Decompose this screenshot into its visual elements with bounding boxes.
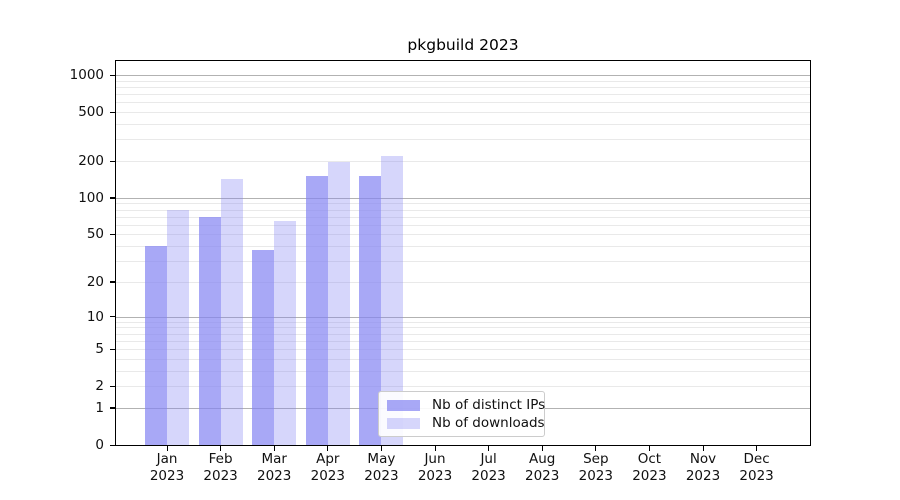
legend: Nb of distinct IPs Nb of downloads [378,391,545,437]
legend-label-downloads: Nb of downloads [432,415,545,431]
legend-item-downloads: Nb of downloads [387,415,545,431]
y-tick-label: 1 [95,399,104,416]
y-tick-mark [110,348,116,350]
bar-downloads [274,220,297,445]
y-tick-label: 20 [86,273,104,290]
y-tick-label: 2 [95,378,104,395]
minor-gridline [116,94,810,96]
minor-gridline [116,234,810,236]
minor-gridline [116,161,810,163]
minor-gridline [116,246,810,248]
x-tick-mark [166,445,168,451]
minor-gridline [116,112,810,114]
y-tick-mark [110,281,116,283]
y-tick-label: 500 [78,104,104,121]
x-tick-mark [434,445,436,451]
x-tick-label: Mar 2023 [257,451,292,484]
chart-title: pkgbuild 2023 [407,36,519,54]
y-tick-label: 50 [86,226,104,243]
legend-swatch-downloads [387,417,420,429]
minor-gridline [116,139,810,141]
bar-distinct-ips [252,250,275,445]
minor-gridline [116,203,810,205]
x-tick-mark [756,445,758,451]
minor-gridline [116,102,810,104]
x-tick-label: Apr 2023 [310,451,345,484]
major-gridline [116,75,810,77]
minor-gridline [116,370,810,372]
bar-distinct-ips [359,175,382,445]
x-tick-label: Aug 2023 [525,451,560,484]
x-tick-mark [488,445,490,451]
y-tick-label: 100 [78,189,104,206]
y-tick-label: 200 [78,153,104,170]
x-tick-mark [648,445,651,451]
major-gridline [116,197,810,199]
legend-item-distinct-ips: Nb of distinct IPs [387,397,546,413]
x-tick-label: May 2023 [364,451,399,484]
x-tick-label: Nov 2023 [685,451,721,484]
x-tick-mark [273,445,275,451]
y-tick-mark [110,233,116,236]
minor-gridline [116,333,810,335]
x-tick-mark [380,445,383,451]
x-tick-label: Jan 2023 [149,451,185,484]
x-tick-mark [595,445,597,451]
y-tick-label: 1000 [69,67,104,84]
x-tick-mark [220,445,222,451]
x-tick-label: Jun 2023 [417,451,453,484]
y-tick-mark [110,385,116,387]
minor-gridline [116,216,810,218]
x-tick-label: Oct 2023 [632,451,667,484]
bar-downloads [220,178,243,445]
minor-gridline [116,386,810,388]
minor-gridline [116,358,810,360]
minor-gridline [116,86,810,88]
minor-gridline [116,124,810,126]
y-tick-mark [110,316,116,318]
bar-downloads [327,161,350,445]
minor-gridline [116,327,810,329]
y-tick-label: 5 [95,341,104,358]
bar-downloads [381,155,404,445]
x-tick-mark [327,445,329,451]
minor-gridline [116,80,810,82]
y-tick-label: 10 [86,308,104,325]
minor-gridline [116,209,810,211]
minor-gridline [116,281,810,283]
bar-distinct-ips [305,175,328,445]
major-gridline [116,316,810,318]
y-tick-mark [110,407,116,409]
minor-gridline [116,261,810,263]
legend-label-distinct-ips: Nb of distinct IPs [432,397,546,413]
legend-swatch-distinct-ips [387,399,420,411]
y-tick-label: 0 [95,437,104,453]
y-tick-mark [110,160,116,162]
minor-gridline [116,340,810,342]
x-tick-label: Dec 2023 [739,451,774,484]
x-tick-label: Feb 2023 [203,451,238,484]
x-tick-label: Jul 2023 [471,451,506,484]
bar-downloads [167,209,189,445]
minor-gridline [116,224,810,226]
y-tick-mark [110,197,116,199]
plot-area [115,60,811,446]
minor-gridline [116,321,810,323]
y-tick-mark [110,74,116,76]
x-tick-label: Sep 2023 [578,451,613,484]
bar-distinct-ips [145,246,167,445]
bar-distinct-ips [198,216,221,445]
y-tick-mark [110,444,116,446]
x-tick-mark [541,445,543,451]
minor-gridline [116,349,810,351]
y-tick-mark [110,111,116,113]
x-tick-mark [702,445,704,451]
